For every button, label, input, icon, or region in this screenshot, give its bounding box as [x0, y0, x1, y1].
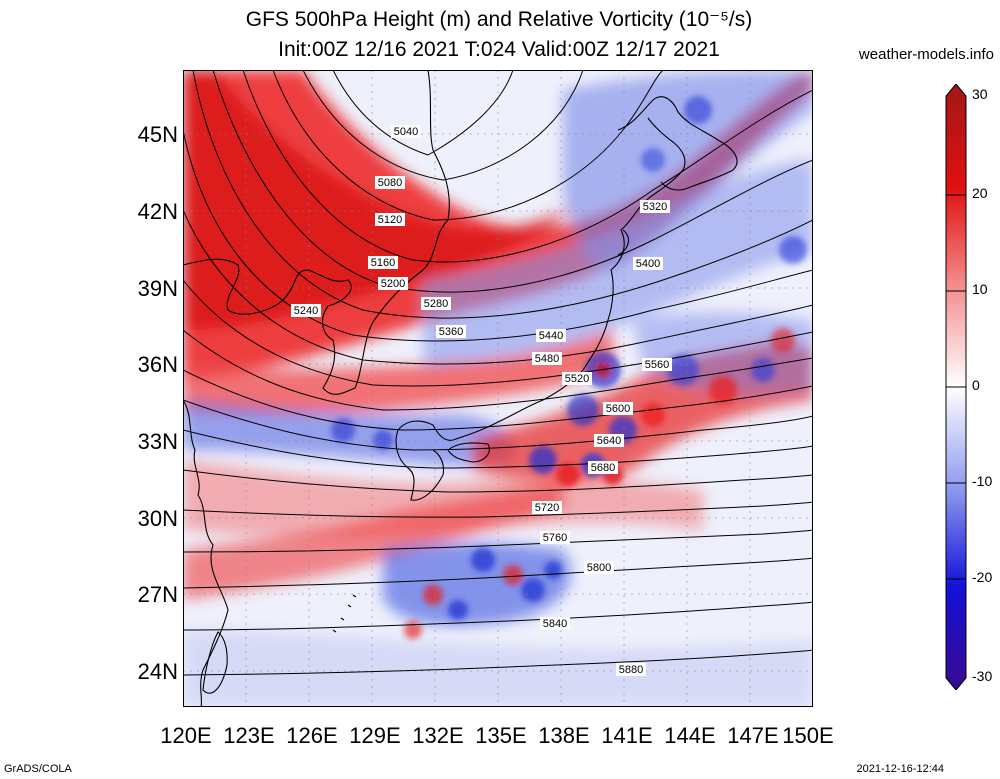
lon-label-138e: 138E: [538, 723, 590, 748]
height-contours: [183, 70, 813, 676]
contour-label: 5640: [594, 434, 624, 447]
lat-label-27n: 27N: [137, 582, 178, 607]
lon-label-123e: 123E: [223, 723, 275, 748]
lat-label-42n: 42N: [137, 199, 178, 224]
contour-label: 5440: [536, 329, 566, 342]
svg-text:5040: 5040: [394, 126, 418, 138]
svg-text:5360: 5360: [439, 326, 463, 338]
contour-label: 5200: [378, 277, 408, 290]
lon-label-147e: 147E: [727, 723, 779, 748]
lat-label-36n: 36N: [137, 352, 178, 377]
lon-label-129e: 129E: [349, 723, 401, 748]
svg-text:5200: 5200: [381, 278, 405, 290]
coastlines: [183, 70, 738, 707]
colorbar-label-neg20: -20: [972, 569, 993, 585]
contour-label: 5280: [421, 297, 451, 310]
contour-label: 5240: [291, 304, 321, 317]
svg-text:5840: 5840: [543, 618, 567, 630]
chart-title: GFS 500hPa Height (m) and Relative Vorti…: [245, 8, 753, 31]
contour-label: 5480: [532, 352, 562, 365]
svg-text:5280: 5280: [424, 298, 448, 310]
contour-label: 5720: [532, 501, 562, 514]
svg-text:5640: 5640: [597, 435, 621, 447]
contour-label: 5120: [375, 213, 405, 226]
colorbar-label-30: 30: [972, 86, 988, 102]
lat-label-39n: 39N: [137, 276, 178, 301]
contour-labels: 5040 5080 5120 5160 5200 5240 5280 5320 …: [291, 125, 672, 676]
colorbar-graphic: [945, 84, 967, 690]
contour-label: 5880: [616, 663, 646, 676]
contour-label: 5400: [633, 257, 663, 270]
svg-text:5880: 5880: [619, 664, 643, 676]
svg-text:5720: 5720: [535, 502, 559, 514]
colorbar-label-20: 20: [972, 185, 988, 201]
contour-label: 5560: [642, 358, 672, 371]
lon-label-135e: 135E: [475, 723, 527, 748]
lon-label-132e: 132E: [412, 723, 464, 748]
svg-text:5440: 5440: [539, 330, 563, 342]
contour-label: 5800: [584, 561, 614, 574]
colorbar-label-neg30: -30: [972, 668, 993, 684]
generation-timestamp: 2021-12-16-12:44: [856, 763, 944, 775]
lat-label-45n: 45N: [137, 122, 178, 147]
chart-subtitle: Init:00Z 12/16 2021 T:024 Valid:00Z 12/1…: [278, 38, 720, 61]
contour-label: 5840: [540, 617, 570, 630]
lon-label-120e: 120E: [160, 723, 212, 748]
svg-text:5560: 5560: [645, 359, 669, 371]
software-credit: GrADS/COLA: [4, 763, 72, 775]
contour-label: 5760: [540, 531, 570, 544]
vorticity-map: 5040 5080 5120 5160 5200 5240 5280 5320 …: [183, 70, 813, 707]
colorbar: [945, 84, 967, 690]
svg-text:5520: 5520: [565, 373, 589, 385]
lon-label-126e: 126E: [286, 723, 338, 748]
contour-label: 5360: [436, 325, 466, 338]
contour-label: 5600: [603, 402, 633, 415]
contour-label: 5680: [588, 461, 618, 474]
svg-text:5480: 5480: [535, 353, 559, 365]
svg-text:5160: 5160: [371, 257, 395, 269]
svg-text:5120: 5120: [378, 214, 402, 226]
contour-label: 5080: [375, 176, 405, 189]
map-panel: 5040 5080 5120 5160 5200 5240 5280 5320 …: [183, 70, 813, 707]
svg-text:5600: 5600: [606, 403, 630, 415]
contour-label: 5040: [391, 125, 421, 138]
svg-text:5320: 5320: [643, 201, 667, 213]
lon-label-144e: 144E: [664, 723, 716, 748]
vorticity-detail: [331, 96, 807, 639]
lat-label-24n: 24N: [137, 659, 178, 684]
svg-text:5400: 5400: [636, 258, 660, 270]
svg-text:5080: 5080: [378, 177, 402, 189]
lon-label-150e: 150E: [782, 723, 834, 748]
colorbar-label-neg10: -10: [972, 473, 993, 489]
svg-text:5680: 5680: [591, 462, 615, 474]
lon-label-141e: 141E: [601, 723, 653, 748]
site-credit: weather-models.info: [858, 46, 994, 63]
contour-label: 5320: [640, 200, 670, 213]
lat-label-33n: 33N: [137, 429, 178, 454]
contour-label: 5520: [562, 372, 592, 385]
svg-text:5800: 5800: [587, 562, 611, 574]
svg-text:5760: 5760: [543, 532, 567, 544]
colorbar-label-10: 10: [972, 281, 988, 297]
svg-text:5240: 5240: [294, 305, 318, 317]
colorbar-label-0: 0: [972, 377, 980, 393]
contour-label: 5160: [368, 256, 398, 269]
lat-label-30n: 30N: [137, 506, 178, 531]
